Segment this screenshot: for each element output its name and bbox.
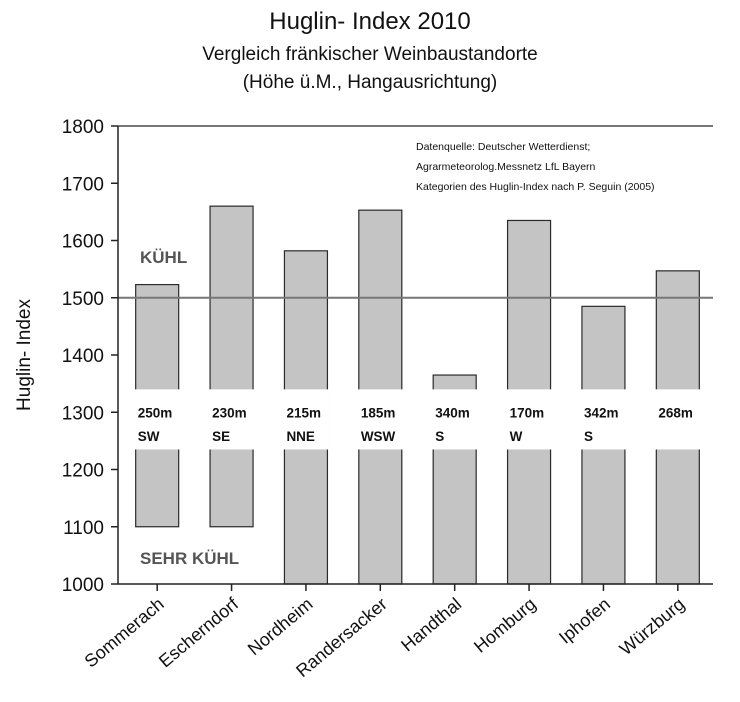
bar-escherndorf: [209, 205, 254, 528]
bar-label-box: [432, 389, 478, 450]
category-kuehl-label: KÜHL: [140, 248, 187, 267]
bar-altitude-label: 340m: [435, 405, 470, 420]
bar-aspect-label: S: [584, 429, 593, 444]
bar-altitude-label: 230m: [212, 405, 247, 420]
bar-altitude-label: 342m: [584, 405, 619, 420]
bar-altitude-label: 215m: [286, 405, 321, 420]
y-tick-label: 1800: [62, 117, 104, 138]
bar-aspect-label: WSW: [361, 429, 396, 444]
chart-title: Huglin- Index 2010: [269, 8, 471, 35]
bar-label-box: [580, 389, 626, 450]
y-tick-label: 1700: [62, 174, 104, 195]
bar-label-box: [134, 389, 180, 450]
y-tick-label: 1100: [63, 518, 104, 539]
bar-altitude-label: 268m: [658, 405, 693, 420]
source-note-line3: Kategorien des Huglin-Index nach P. Segu…: [416, 181, 655, 193]
x-tick-label: Sommerach: [81, 594, 168, 672]
bar-aspect-label: NNE: [286, 429, 315, 444]
source-note-line2: Agrarmeteorolog.Messnetz LfL Bayern: [416, 161, 596, 173]
bar-aspect-label: SE: [212, 429, 230, 444]
bar-altitude-label: 250m: [138, 405, 173, 420]
bar-labels-group: 250m SW 230m SE 215m NNE 185m WSW 340m S 170m W 342m…: [134, 389, 701, 450]
x-tick-label: Escherndorf: [155, 593, 243, 671]
y-tick-label: 1400: [62, 346, 104, 367]
category-sehr-kuehl-label: SEHR KÜHL: [140, 549, 239, 568]
bar-altitude-label: 185m: [361, 405, 396, 420]
y-tick-label: 1000: [62, 575, 104, 596]
bar-aspect-label: SW: [138, 429, 160, 444]
bar-altitude-label: 170m: [510, 405, 545, 420]
bar-label-box: [506, 389, 552, 450]
x-tick-label: Homburg: [470, 594, 540, 657]
bar-aspect-label: S: [435, 429, 444, 444]
x-tick-label: Handthal: [397, 594, 465, 656]
x-tick-label: Würzburg: [616, 594, 689, 659]
chart-subtitle-line1: Vergleich fränkischer Weinbaustandorte: [202, 44, 538, 65]
bar-label-box: [357, 389, 403, 450]
bar-label-box: [209, 389, 255, 450]
x-tick-label: Iphofen: [555, 594, 614, 648]
y-axis-label: Huglin- Index: [14, 299, 35, 411]
y-ticks-group: 1000 1100 1200 1300 1400 1500 1600 1700 1800: [62, 117, 118, 596]
y-tick-label: 1300: [62, 403, 104, 424]
y-tick-label: 1500: [62, 289, 104, 310]
chart-subtitle-line2: (Höhe ü.M., Hangausrichtung): [242, 72, 498, 93]
bar-label-box: [283, 389, 329, 450]
y-tick-label: 1600: [62, 232, 104, 253]
y-tick-label: 1200: [62, 461, 104, 482]
bar-aspect-label: W: [510, 429, 523, 444]
x-tick-label: Nordheim: [244, 594, 317, 659]
source-note-line1: Datenquelle: Deutscher Wetterdienst;: [416, 141, 590, 153]
bar-label-box: [655, 389, 701, 450]
